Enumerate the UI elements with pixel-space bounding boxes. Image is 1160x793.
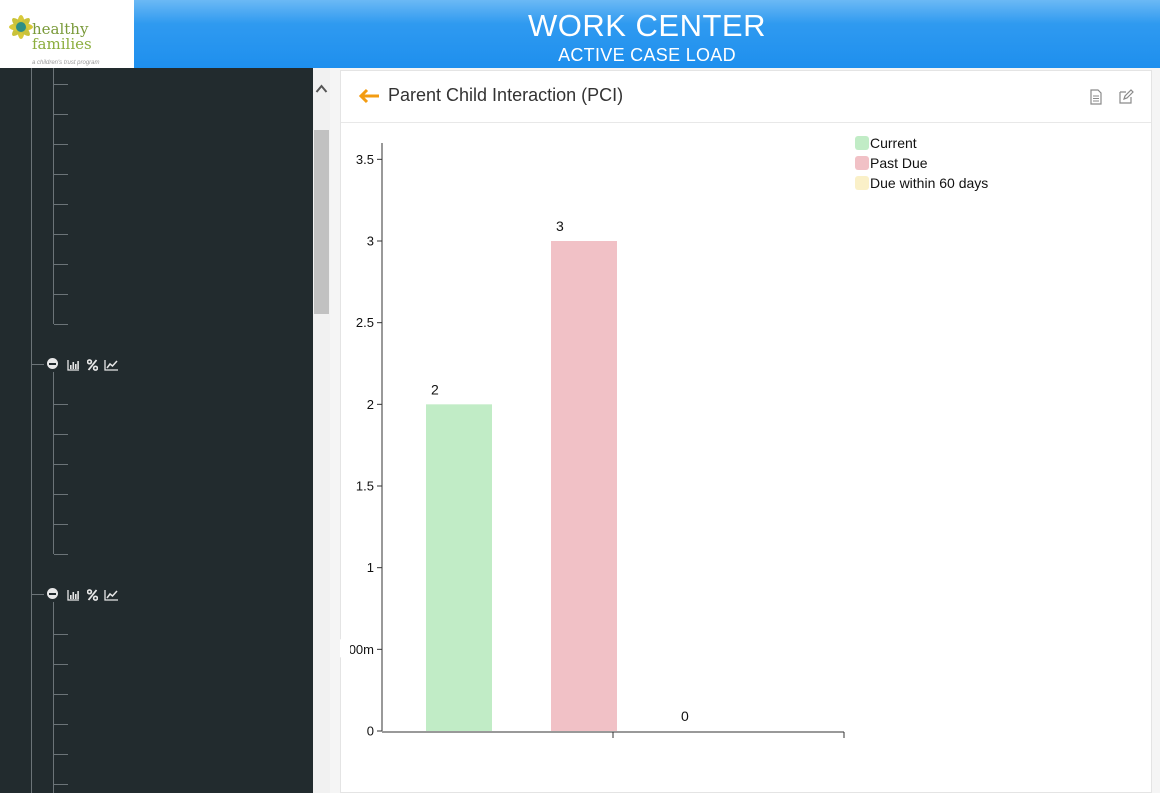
document-icon[interactable] <box>1089 89 1103 105</box>
case-list-item[interactable] <box>69 686 79 702</box>
bar-value-label: 0 <box>681 708 689 724</box>
tree-connector-horizontal <box>54 554 68 555</box>
tree-connector-horizontal <box>54 434 68 435</box>
line-chart-icon[interactable] <box>104 589 119 601</box>
supervisor-group[interactable] <box>47 586 119 602</box>
logo-line2: families <box>32 35 92 53</box>
scroll-up-button[interactable] <box>313 68 330 108</box>
tree-connector-horizontal <box>54 404 68 405</box>
case-list-item[interactable] <box>69 226 79 242</box>
panel-header: Parent Child Interaction (PCI) <box>341 71 1151 123</box>
bar-current <box>426 404 492 731</box>
percent-icon[interactable] <box>87 358 98 371</box>
case-list-item[interactable] <box>69 256 79 272</box>
case-list-item[interactable] <box>69 716 79 732</box>
tree-connector-vertical <box>53 602 54 793</box>
y-tick-label: 2.5 <box>356 315 374 330</box>
panel-title: Parent Child Interaction (PCI) <box>388 85 624 105</box>
tree-connector-horizontal <box>54 464 68 465</box>
y-tick-label: 00m <box>349 642 374 657</box>
page-title: WORK CENTER <box>528 8 766 43</box>
pci-bar-chart: 0 00m 1 1.5 2 2.5 3 3.5 2 3 0 Current Past Due Due wi… <box>340 135 988 739</box>
case-list-item[interactable] <box>69 136 79 152</box>
case-list-item[interactable] <box>69 426 79 442</box>
y-tick-label: 0 <box>367 724 374 739</box>
tree-connector-horizontal <box>31 364 44 365</box>
header-bar: WORK CENTER ACTIVE CASE LOAD <box>134 0 1160 68</box>
legend-swatch <box>855 176 869 190</box>
percent-icon[interactable] <box>87 588 98 601</box>
tree-connector-horizontal <box>54 324 68 325</box>
bar-value-label: 2 <box>431 381 439 397</box>
tree-connector-horizontal <box>54 264 68 265</box>
case-list-item[interactable] <box>69 776 79 792</box>
legend-label: Due within 60 days <box>870 175 988 191</box>
logo-text: healthy families <box>32 22 92 52</box>
tree-connector-horizontal <box>54 204 68 205</box>
bar-past-due <box>551 241 617 731</box>
minus-circle-icon[interactable] <box>47 588 58 599</box>
y-tick-label: 2 <box>367 397 374 412</box>
tree-connector-horizontal <box>54 694 68 695</box>
y-tick-label: 3.5 <box>356 152 374 167</box>
y-tick-label: 1.5 <box>356 479 374 494</box>
case-list-item[interactable] <box>69 546 79 562</box>
tree-connector-horizontal <box>54 664 68 665</box>
y-tick-label: 3 <box>367 234 374 249</box>
legend-swatch <box>855 136 869 150</box>
case-list-item[interactable] <box>69 396 79 412</box>
tree-connector-horizontal <box>54 114 68 115</box>
line-chart-icon[interactable] <box>104 359 119 371</box>
tree-connector-horizontal <box>54 234 68 235</box>
tree-connector-horizontal <box>54 174 68 175</box>
tree-connector-horizontal <box>54 494 68 495</box>
logo[interactable]: healthy families a children's trust prog… <box>0 0 134 68</box>
tree-connector-horizontal <box>54 724 68 725</box>
scroll-thumb[interactable] <box>314 130 329 314</box>
case-list-item[interactable] <box>69 656 79 672</box>
tree-connector-horizontal <box>54 294 68 295</box>
page-subtitle: ACTIVE CASE LOAD <box>558 45 736 65</box>
edit-icon[interactable] <box>1118 89 1134 105</box>
legend-label: Past Due <box>870 155 928 171</box>
legend-label: Current <box>870 135 917 151</box>
case-list-item[interactable] <box>69 746 79 762</box>
left-arrow-icon[interactable] <box>358 85 380 107</box>
legend-swatch <box>855 156 869 170</box>
bar-chart-icon[interactable] <box>67 359 80 371</box>
case-list-item[interactable] <box>69 456 79 472</box>
sidebar-scrollbar[interactable] <box>313 68 330 793</box>
tree-connector-vertical <box>31 68 32 793</box>
tree-connector-horizontal <box>54 754 68 755</box>
case-list-item[interactable] <box>69 516 79 532</box>
tree-connector-vertical <box>53 68 54 324</box>
case-list-item[interactable] <box>69 286 79 302</box>
supervisor-group[interactable] <box>47 356 119 372</box>
tree-connector-horizontal <box>31 594 44 595</box>
tree-connector-horizontal <box>54 784 68 785</box>
chevron-up-icon <box>315 84 328 93</box>
case-list-item[interactable] <box>69 316 79 332</box>
flower-logo-icon <box>9 15 33 39</box>
tree-connector-horizontal <box>54 144 68 145</box>
caseload-tree <box>0 68 313 793</box>
bar-value-label: 3 <box>556 218 564 234</box>
tree-connector-vertical <box>53 372 54 554</box>
case-list-item[interactable] <box>69 166 79 182</box>
case-list-item[interactable] <box>69 196 79 212</box>
y-tick-label: 1 <box>367 560 374 575</box>
bar-chart-icon[interactable] <box>67 589 80 601</box>
tree-connector-horizontal <box>54 84 68 85</box>
tree-connector-horizontal <box>54 634 68 635</box>
case-list-item[interactable] <box>69 76 79 92</box>
case-list-item[interactable] <box>69 106 79 122</box>
tick-label-clip <box>340 639 350 658</box>
tree-connector-horizontal <box>54 524 68 525</box>
logo-tagline: a children's trust program <box>32 60 100 66</box>
case-list-item[interactable] <box>69 626 79 642</box>
logo-line1: healthy <box>32 20 89 38</box>
case-list-item[interactable] <box>69 486 79 502</box>
minus-circle-icon[interactable] <box>47 358 58 369</box>
